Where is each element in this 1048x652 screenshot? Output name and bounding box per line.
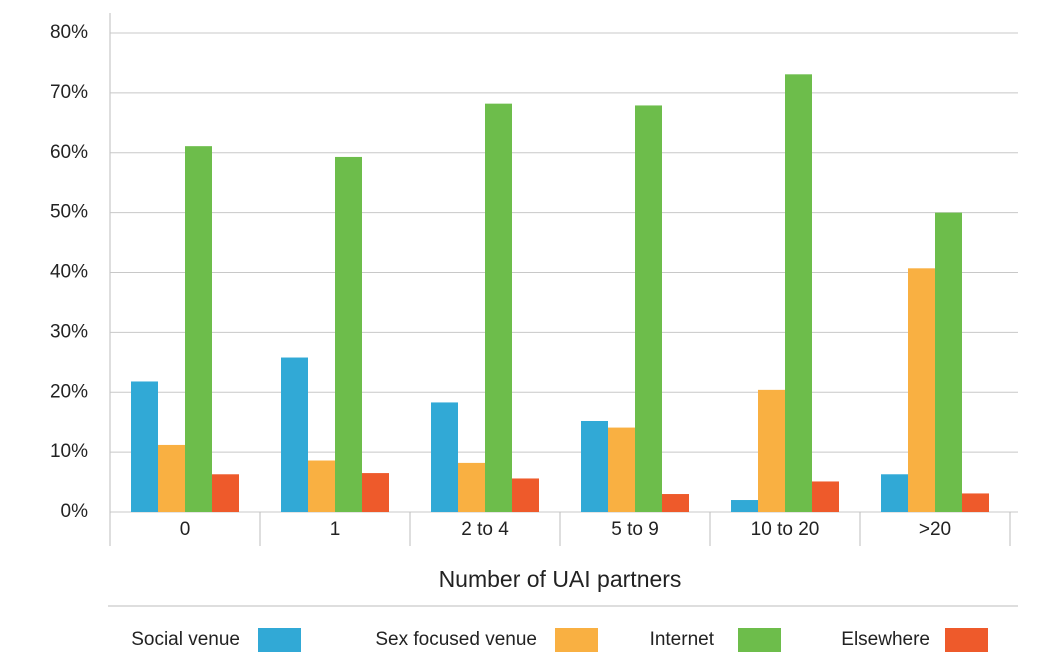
bar — [608, 427, 635, 512]
x-tick-label: 1 — [330, 519, 341, 540]
bar — [308, 460, 335, 512]
legend-swatch — [738, 628, 781, 652]
legend-swatch — [945, 628, 988, 652]
bar — [635, 105, 662, 512]
bar — [662, 494, 689, 512]
legend-label: Elsewhere — [841, 629, 930, 650]
bar — [362, 473, 389, 512]
bar — [731, 500, 758, 512]
legend-label: Social venue — [131, 629, 240, 650]
bar — [881, 474, 908, 512]
x-tick-label: 10 to 20 — [751, 519, 820, 540]
y-tick-label: 30% — [50, 321, 88, 342]
legend-swatch — [258, 628, 301, 652]
bar — [431, 402, 458, 512]
y-tick-label: 20% — [50, 381, 88, 402]
bar — [962, 493, 989, 512]
bar — [935, 212, 962, 512]
bar — [185, 146, 212, 512]
bar — [758, 389, 785, 512]
x-tick-label: 0 — [180, 519, 191, 540]
legend-label: Sex focused venue — [375, 629, 537, 650]
bar — [335, 156, 362, 512]
x-tick-label: >20 — [919, 519, 951, 540]
bar — [812, 481, 839, 512]
bar — [281, 357, 308, 512]
bar — [512, 478, 539, 512]
bar — [212, 474, 239, 512]
bar — [785, 74, 812, 512]
bar — [581, 420, 608, 512]
legend-label: Internet — [650, 629, 715, 650]
y-tick-label: 70% — [50, 82, 88, 103]
bar — [485, 103, 512, 512]
legend-swatch — [555, 628, 598, 652]
y-tick-label: 40% — [50, 262, 88, 283]
x-tick-label: 5 to 9 — [611, 519, 659, 540]
x-tick-label: 2 to 4 — [461, 519, 509, 540]
bar — [908, 268, 935, 512]
bar — [458, 462, 485, 512]
y-tick-label: 10% — [50, 441, 88, 462]
y-tick-label: 0% — [61, 501, 89, 522]
bar — [158, 444, 185, 512]
y-tick-label: 80% — [50, 22, 88, 43]
y-tick-label: 50% — [50, 202, 88, 223]
x-axis-title: Number of UAI partners — [439, 566, 682, 592]
y-tick-label: 60% — [50, 142, 88, 163]
bar — [131, 381, 158, 512]
